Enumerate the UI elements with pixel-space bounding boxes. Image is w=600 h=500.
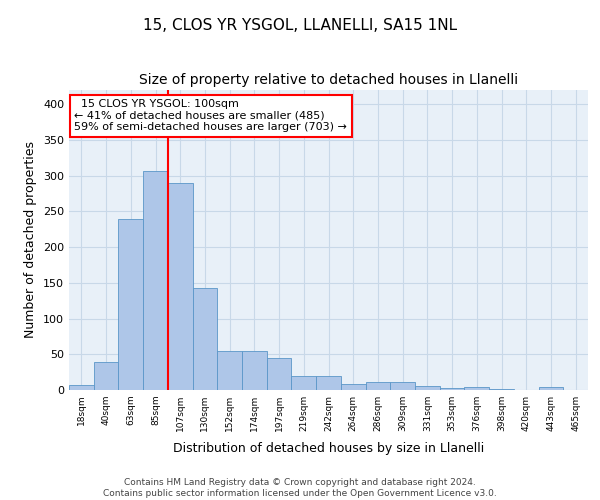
Bar [193,288,217,390]
Text: 15, CLOS YR YSGOL, LLANELLI, SA15 1NL: 15, CLOS YR YSGOL, LLANELLI, SA15 1NL [143,18,457,32]
Bar [440,388,464,390]
Bar [292,376,316,390]
Bar [539,387,563,390]
Bar [168,183,193,390]
Bar [242,350,267,390]
Title: Size of property relative to detached houses in Llanelli: Size of property relative to detached ho… [139,74,518,88]
Bar [341,384,365,390]
Text: 15 CLOS YR YSGOL: 100sqm
← 41% of detached houses are smaller (485)
59% of semi-: 15 CLOS YR YSGOL: 100sqm ← 41% of detach… [74,99,347,132]
Text: Contains HM Land Registry data © Crown copyright and database right 2024.
Contai: Contains HM Land Registry data © Crown c… [103,478,497,498]
Bar [217,350,242,390]
Bar [143,170,168,390]
Bar [464,387,489,390]
Bar [415,386,440,390]
Bar [118,218,143,390]
X-axis label: Distribution of detached houses by size in Llanelli: Distribution of detached houses by size … [173,442,484,456]
Bar [267,358,292,390]
Bar [316,376,341,390]
Y-axis label: Number of detached properties: Number of detached properties [25,142,37,338]
Bar [390,382,415,390]
Bar [365,382,390,390]
Bar [94,362,118,390]
Bar [69,385,94,390]
